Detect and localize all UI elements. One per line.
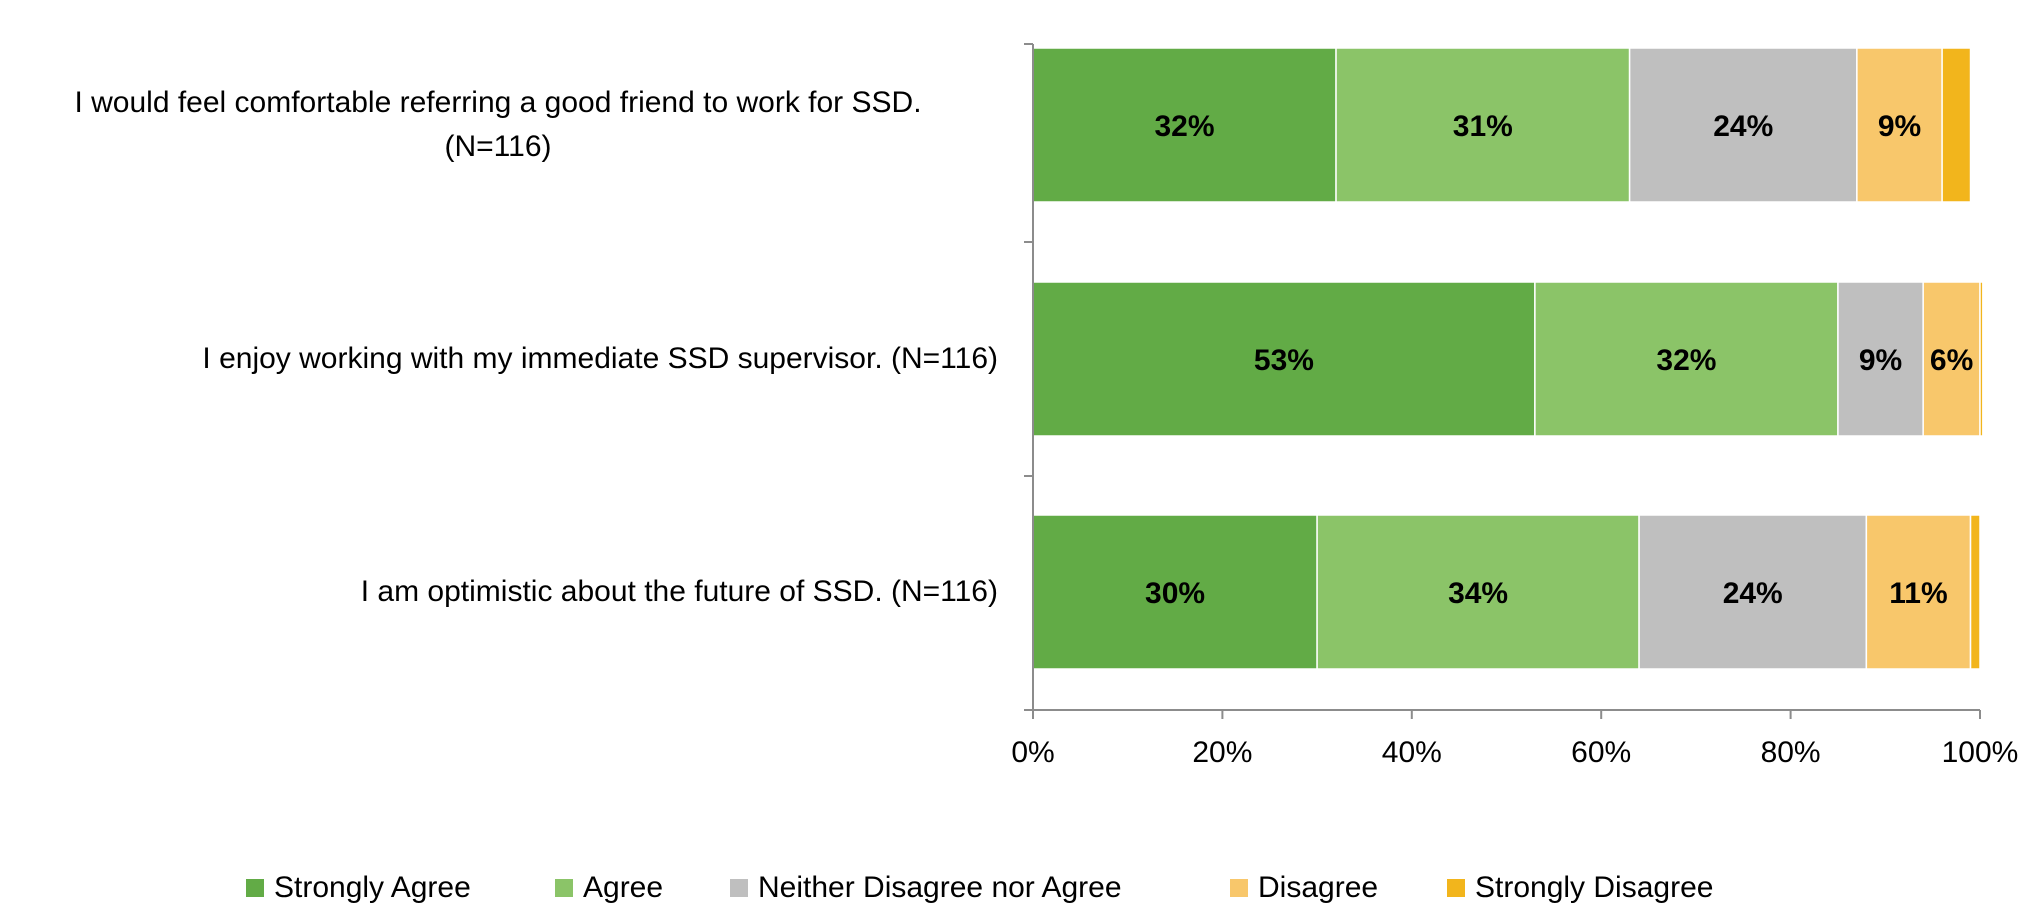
- category-label-line: I enjoy working with my immediate SSD su…: [202, 342, 998, 375]
- legend-item: Disagree: [1230, 868, 1378, 908]
- x-axis-tick-label: 60%: [1571, 736, 1632, 769]
- x-axis-tick-label: 0%: [1011, 736, 1055, 769]
- x-axis-tick-label: 40%: [1381, 736, 1442, 769]
- legend-swatch: [555, 879, 573, 897]
- x-axis-tick-label: 20%: [1192, 736, 1253, 769]
- bar-segment: [1032, 47, 1337, 203]
- data-label: 34%: [1448, 577, 1508, 610]
- bar-segment: [1638, 514, 1868, 670]
- bar-segment: [1856, 47, 1943, 203]
- bar-segment: [1922, 281, 1981, 437]
- legend-item: Strongly Disagree: [1447, 868, 1713, 908]
- category-label-line: (N=116): [444, 130, 552, 163]
- data-label: 11%: [1889, 577, 1947, 610]
- legend-label: Agree: [583, 871, 664, 904]
- legend-swatch: [1447, 879, 1465, 897]
- data-label: 9%: [1878, 110, 1921, 143]
- data-label: 53%: [1254, 344, 1314, 377]
- bar-segment: [1335, 47, 1631, 203]
- data-label: 32%: [1154, 110, 1214, 143]
- bar-segment: [1534, 281, 1839, 437]
- legend-label: Disagree: [1258, 871, 1379, 904]
- legend-swatch: [1230, 879, 1248, 897]
- bar-segment: [1628, 47, 1858, 203]
- bar-segment: [1865, 514, 1972, 670]
- data-label: 24%: [1713, 110, 1773, 143]
- legend-label: Neither Disagree nor Agree: [758, 871, 1122, 904]
- data-label: 31%: [1453, 110, 1513, 143]
- bar-segment: [1837, 281, 1924, 437]
- legend-item: Agree: [555, 868, 663, 908]
- bar-segment: [1979, 281, 1984, 437]
- legend-label: Strongly Disagree: [1475, 871, 1714, 904]
- category-label: I would feel comfortable referring a goo…: [0, 81, 998, 169]
- bar-segment: [1941, 47, 1972, 203]
- category-label: I enjoy working with my immediate SSD su…: [0, 337, 998, 381]
- legend-swatch: [730, 879, 748, 897]
- data-label: 9%: [1859, 344, 1902, 377]
- bar-segment: [1032, 281, 1536, 437]
- category-label-line: I am optimistic about the future of SSD.…: [360, 575, 998, 608]
- legend-item: Neither Disagree nor Agree: [730, 868, 1122, 908]
- category-label-line: I would feel comfortable referring a goo…: [74, 86, 922, 119]
- legend-swatch: [246, 879, 264, 897]
- legend-item: Strongly Agree: [246, 868, 471, 908]
- legend: Strongly Agree Agree Neither Disagree nor …: [0, 868, 2030, 918]
- data-label: 30%: [1145, 577, 1205, 610]
- legend-label: Strongly Agree: [274, 871, 471, 904]
- x-axis-tick-label: 80%: [1760, 736, 1821, 769]
- data-label: 6%: [1930, 344, 1973, 377]
- bar-segment: [1316, 514, 1640, 670]
- data-label: 32%: [1656, 344, 1716, 377]
- data-label: 24%: [1723, 577, 1783, 610]
- category-label: I am optimistic about the future of SSD.…: [0, 570, 998, 614]
- bar-segment: [1969, 514, 1981, 670]
- x-axis-tick-label: 100%: [1941, 736, 2019, 769]
